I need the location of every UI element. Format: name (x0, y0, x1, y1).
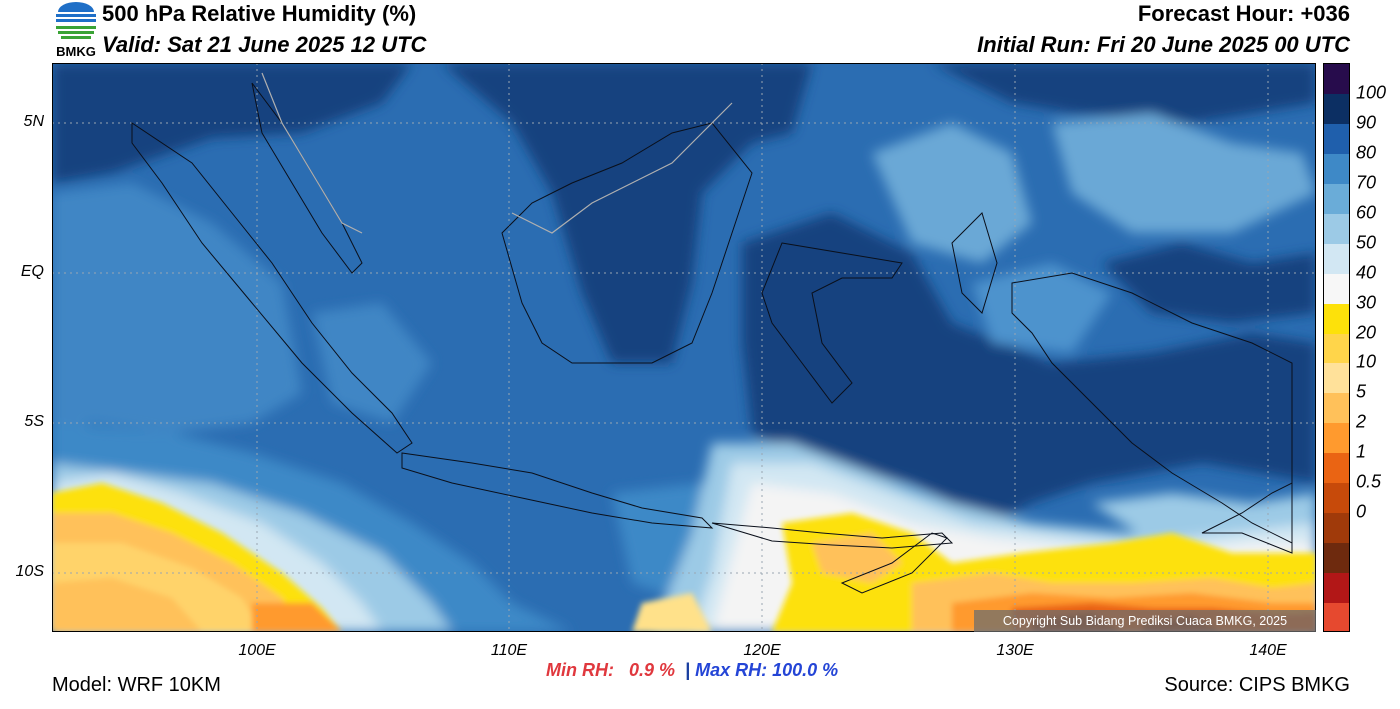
bmkg-logo-icon: BMKG (52, 0, 100, 59)
lon-label-120e: 120E (743, 642, 781, 659)
rh-stats: Min RH: 0.9 % | Max RH: 100.0 % (546, 660, 838, 681)
maluku-coast (951, 212, 998, 314)
colorbar-label: 10 (1356, 351, 1377, 372)
colorbar-label: 30 (1356, 292, 1377, 313)
sulawesi-coast (761, 242, 903, 404)
colorbar-label: 2 (1356, 411, 1367, 432)
colorbar-segment (1324, 123, 1349, 155)
colorbar-segment (1324, 543, 1349, 574)
colorbar-segment (1324, 333, 1349, 364)
java-coast (401, 452, 714, 529)
colorbar-label: 100 (1356, 82, 1387, 103)
lat-label-eq: EQ (20, 263, 44, 280)
colorbar-segment (1324, 243, 1349, 275)
colorbar-label: 70 (1356, 172, 1377, 193)
borneo-coast (501, 122, 753, 364)
max-rh-value: 100.0 % (772, 660, 839, 680)
colorbar-label: 0.5 (1356, 471, 1382, 492)
lon-label-130e: 130E (996, 642, 1034, 659)
lat-label-10s: 10S (15, 563, 44, 580)
border-line-borneo (511, 102, 733, 234)
colorbar-segment (1324, 213, 1349, 245)
colorbar-segment (1324, 303, 1349, 335)
australia-coast (1201, 482, 1293, 554)
initial-run: Initial Run: Fri 20 June 2025 00 UTC (977, 32, 1350, 57)
colorbar-segment (1324, 603, 1349, 631)
lon-label-140e: 140E (1249, 642, 1287, 659)
colorbar-label: 90 (1356, 112, 1377, 133)
min-rh-label: Min RH: (546, 660, 614, 680)
colorbar-segment (1324, 393, 1349, 424)
lon-label-100e: 100E (238, 642, 276, 659)
colorbar (1323, 63, 1350, 632)
colorbar-segment (1324, 183, 1349, 215)
colorbar-segment (1324, 273, 1349, 305)
colorbar-label: 0 (1356, 501, 1367, 522)
colorbar-segment (1324, 363, 1349, 394)
colorbar-segment (1324, 153, 1349, 185)
colorbar-segment (1324, 64, 1349, 95)
lon-label-110e: 110E (490, 642, 528, 659)
border-line-north (261, 72, 363, 234)
stats-separator: | (685, 660, 691, 680)
papua-coast (1011, 272, 1293, 544)
colorbar-segment (1324, 423, 1349, 454)
timor-coast (840, 532, 948, 594)
lat-label-5s: 5S (24, 413, 44, 430)
colorbar-segment (1324, 453, 1349, 484)
humidity-map (52, 63, 1316, 632)
logo-text: BMKG (56, 44, 96, 58)
colorbar-segment (1324, 573, 1349, 604)
copyright-notice: Copyright Sub Bidang Prediksi Cuaca BMKG… (974, 610, 1316, 632)
valid-time: Valid: Sat 21 June 2025 12 UTC (102, 32, 427, 57)
model-info: Model: WRF 10KM (52, 674, 221, 696)
max-rh-label: Max RH: (695, 660, 768, 680)
colorbar-segment (1324, 93, 1349, 125)
colorbar-label: 1 (1356, 441, 1367, 462)
colorbar-segment (1324, 483, 1349, 514)
colorbar-label: 60 (1356, 202, 1377, 223)
forecast-hour: Forecast Hour: +036 (1137, 1, 1350, 26)
colorbar-label: 40 (1356, 262, 1377, 283)
colorbar-label: 5 (1356, 381, 1367, 402)
chart-title: 500 hPa Relative Humidity (%) (102, 1, 417, 26)
colorbar-label: 80 (1356, 142, 1377, 163)
colorbar-segment (1324, 513, 1349, 544)
min-rh-value: 0.9 % (629, 660, 676, 680)
colorbar-label: 50 (1356, 232, 1377, 253)
sumatra-coast (131, 122, 413, 454)
lat-label-5n: 5N (23, 113, 44, 130)
colorbar-label: 20 (1356, 322, 1377, 343)
source-info: Source: CIPS BMKG (1164, 674, 1350, 696)
